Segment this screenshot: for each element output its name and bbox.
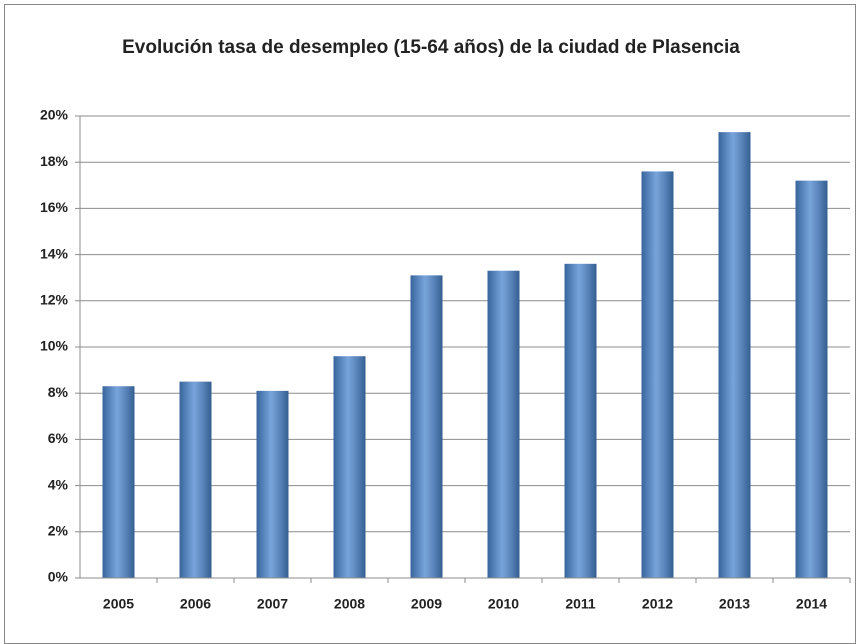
chart-title: Evolución tasa de desempleo (15-64 años)… bbox=[122, 37, 740, 58]
x-tick-label: 2012 bbox=[642, 596, 673, 612]
x-tick-label: 2005 bbox=[103, 596, 134, 612]
y-tick-label: 20% bbox=[40, 107, 69, 123]
bar-shading bbox=[718, 132, 751, 579]
bar-shading bbox=[256, 390, 289, 578]
x-tick-label: 2013 bbox=[719, 596, 750, 612]
x-tick-label: 2014 bbox=[796, 596, 827, 612]
y-tick-label: 2% bbox=[48, 523, 69, 539]
y-tick-label: 12% bbox=[40, 292, 69, 308]
bar-shading bbox=[410, 275, 443, 578]
y-tick-label: 18% bbox=[40, 153, 69, 169]
y-tick-label: 14% bbox=[40, 245, 69, 261]
bar-shading bbox=[179, 381, 212, 578]
y-tick-label: 6% bbox=[48, 430, 69, 446]
y-tick-label: 10% bbox=[40, 338, 69, 354]
bar-shading bbox=[795, 180, 828, 578]
y-tick-label: 16% bbox=[40, 199, 69, 215]
x-tick-label: 2006 bbox=[180, 596, 211, 612]
page: 0% 2% 4% 6% 8% 10% 12% 14% 16% 18% 20% 2005 2006 2007… bbox=[4, 4, 856, 644]
chart: 0% 2% 4% 6% 8% 10% 12% 14% 16% 18% 20% 2005 2006 2007… bbox=[40, 107, 851, 612]
x-tick-label: 2010 bbox=[488, 596, 519, 612]
x-tick-label: 2011 bbox=[565, 596, 596, 612]
bar-shading bbox=[487, 270, 520, 578]
x-tick-label: 2008 bbox=[334, 596, 365, 612]
x-tick-label: 2009 bbox=[411, 596, 442, 612]
bar-shading bbox=[102, 386, 135, 578]
x-tick-label: 2007 bbox=[257, 596, 288, 612]
bar-shading bbox=[564, 263, 597, 578]
y-tick-label: 0% bbox=[48, 569, 69, 585]
bar-shading bbox=[333, 356, 366, 578]
y-tick-label: 8% bbox=[48, 384, 69, 400]
bar-shading bbox=[641, 171, 674, 578]
y-tick-label: 4% bbox=[48, 476, 69, 492]
